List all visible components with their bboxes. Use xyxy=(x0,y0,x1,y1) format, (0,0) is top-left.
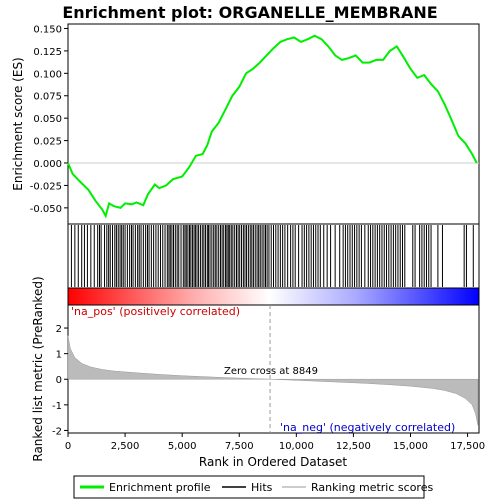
metric-y-tick-label: -1 xyxy=(52,401,62,412)
x-axis: 0 2,500 5,000 7,500 10,000 12,500 15,000 17,500 xyxy=(65,433,485,452)
hit-lines xyxy=(70,225,474,287)
legend-label: Hits xyxy=(251,481,273,494)
es-y-tick-label: 0.050 xyxy=(33,114,62,125)
x-tick-label: 7,500 xyxy=(225,441,254,452)
negative-correlation-label: 'na_neg' (negatively correlated) xyxy=(280,421,455,434)
legend: Enrichment profile Hits Ranking metric sco… xyxy=(73,475,433,499)
es-y-tick-label: 0.100 xyxy=(33,69,62,80)
es-y-tick-label: 0.000 xyxy=(33,159,62,170)
x-axis-label: Rank in Ordered Dataset xyxy=(199,455,347,469)
es-y-axis-label: Enrichment score (ES) xyxy=(11,57,25,190)
es-y-tick-label: 0.125 xyxy=(33,47,62,58)
x-tick-label: 0 xyxy=(65,441,71,452)
hits-panel xyxy=(67,223,480,306)
enrichment-profile-line xyxy=(67,34,478,219)
legend-box xyxy=(73,475,425,499)
x-tick-label: 5,000 xyxy=(168,441,197,452)
es-y-axis: -0.050 -0.025 0.000 0.025 0.050 0.075 0.100 0.1… xyxy=(30,24,479,215)
chart-title: Enrichment plot: ORGANELLE_MEMBRANE xyxy=(62,3,437,22)
metric-y-tick-label: 1 xyxy=(56,350,62,361)
metric-panel: -2 -1 0 1 2 'na_pos' (positively correlated)… xyxy=(31,276,485,469)
x-tick-label: 12,500 xyxy=(336,441,371,452)
legend-items: Enrichment profile Hits Ranking metric sco… xyxy=(80,481,433,494)
metric-panel-frame xyxy=(67,304,480,434)
metric-y-axis: -2 -1 0 1 2 xyxy=(52,324,68,437)
ranking-metric-area xyxy=(67,335,479,426)
metric-y-tick-label: -2 xyxy=(52,426,62,437)
es-y-tick-label: -0.025 xyxy=(30,181,62,192)
metric-y-tick-label: 2 xyxy=(56,324,62,335)
positive-correlation-label: 'na_pos' (positively correlated) xyxy=(71,305,240,318)
es-y-tick-label: 0.150 xyxy=(33,24,62,35)
x-tick-label: 10,000 xyxy=(279,441,314,452)
es-panel-frame xyxy=(67,23,480,225)
x-tick-label: 15,000 xyxy=(393,441,428,452)
legend-label: Ranking metric scores xyxy=(311,481,433,494)
es-panel: -0.050 -0.025 0.000 0.025 0.050 0.075 0.100 0.1… xyxy=(11,23,480,225)
legend-label: Enrichment profile xyxy=(109,481,211,494)
x-tick-label: 2,500 xyxy=(111,441,140,452)
es-y-tick-label: 0.025 xyxy=(33,137,62,148)
x-tick-label: 17,500 xyxy=(450,441,485,452)
metric-y-tick-label: 0 xyxy=(56,375,62,386)
es-y-tick-label: -0.050 xyxy=(30,204,62,215)
metric-y-axis-label: Ranked list metric (PreRanked) xyxy=(31,276,45,461)
ranking-color-bar xyxy=(67,287,480,306)
zero-cross-label: Zero cross at 8849 xyxy=(224,366,318,377)
es-y-tick-label: 0.075 xyxy=(33,92,62,103)
